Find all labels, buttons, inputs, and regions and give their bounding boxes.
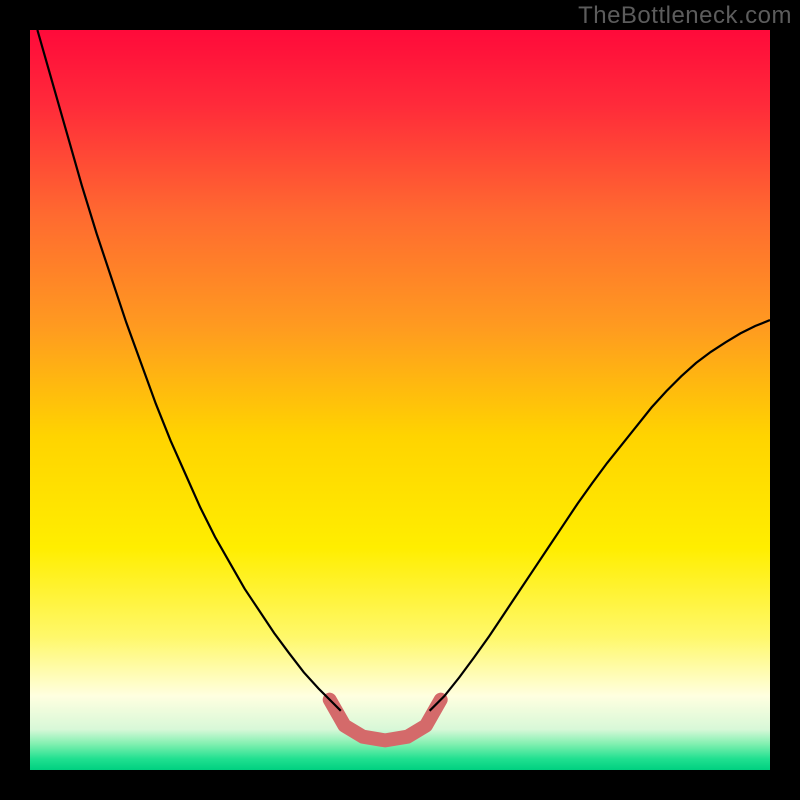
chart-svg (30, 30, 770, 770)
watermark-text: TheBottleneck.com (578, 2, 792, 30)
chart-container: TheBottleneck.com (0, 0, 800, 800)
plot-area (30, 30, 770, 770)
